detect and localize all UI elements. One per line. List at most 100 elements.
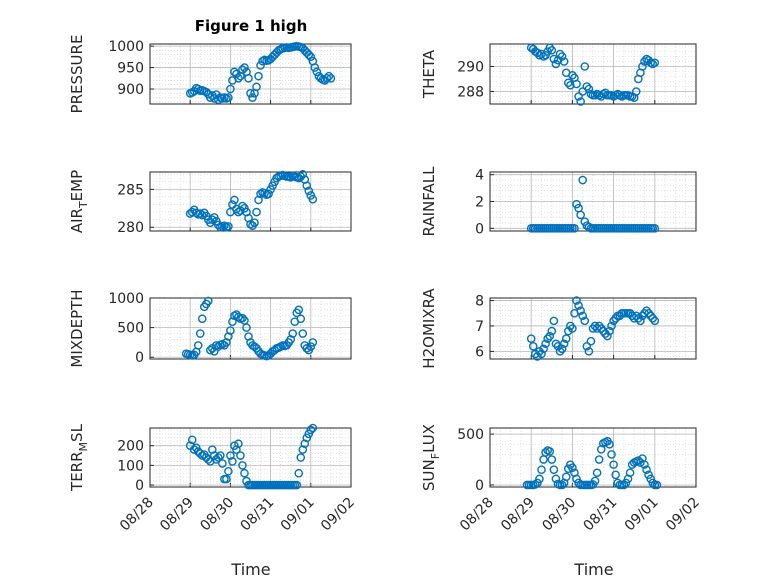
axes-frame: [489, 43, 697, 105]
data-point: [592, 468, 602, 478]
data-point: [650, 58, 660, 68]
data-point: [555, 347, 565, 356]
data-point: [584, 347, 594, 356]
data-point: [640, 57, 649, 66]
data-point: [246, 88, 255, 98]
y-axis-label: PRESSURE: [68, 35, 86, 114]
x-axis-label-left: Time: [230, 560, 270, 579]
axes-frame: [149, 297, 352, 360]
data-point: [551, 474, 561, 484]
axes-frame: [149, 427, 352, 488]
data-point: [238, 313, 247, 323]
y-tick-label: 2: [475, 195, 484, 211]
data-point: [208, 215, 217, 224]
data-point: [578, 311, 588, 321]
y-tick-label: 1000: [108, 291, 144, 307]
data-point: [193, 341, 203, 350]
data-point: [539, 344, 548, 354]
y-tick-label: 7: [475, 319, 484, 335]
y-axis-label: THETA: [420, 49, 438, 99]
data-point: [586, 336, 596, 346]
data-point: [570, 224, 579, 233]
data-point: [533, 48, 542, 58]
data-point: [300, 439, 310, 449]
data-point: [294, 468, 304, 478]
data-point: [561, 334, 571, 343]
data-point: [240, 468, 249, 478]
y-tick-label: 6: [475, 344, 484, 360]
y-tick-label: 280: [117, 220, 144, 236]
data-point: [234, 73, 243, 83]
data-point: [526, 334, 536, 343]
data-point: [636, 316, 645, 326]
data-point: [306, 342, 316, 351]
data-point: [609, 316, 618, 326]
data-point: [607, 321, 616, 331]
data-point: [650, 224, 660, 233]
subplot-7: 08/28 08/29 08/30 08/31 09/01 09/02 0 100 200 TER…: [68, 423, 358, 534]
data-point: [609, 460, 618, 469]
data-point: [222, 474, 231, 484]
data-point: [549, 465, 559, 475]
data-point: [308, 338, 318, 347]
axes-frame: [489, 297, 697, 360]
data-point: [580, 62, 590, 71]
data-point: [294, 305, 304, 315]
data-point: [568, 463, 577, 472]
data-point: [292, 480, 302, 490]
data-point: [555, 49, 565, 59]
data-point: [638, 62, 647, 71]
data-point: [220, 221, 229, 231]
data-point: [535, 474, 544, 484]
data-point: [580, 316, 590, 326]
data-point: [559, 57, 569, 66]
data-point: [296, 314, 306, 324]
data-point: [195, 329, 205, 338]
data-point: [596, 324, 606, 333]
data-point: [605, 439, 614, 449]
data-point: [582, 82, 592, 91]
data-point: [640, 460, 649, 469]
subplot-3: 280 285 AIRTEMP: [68, 170, 352, 236]
data-point: [224, 93, 233, 102]
data-point: [256, 61, 265, 70]
axes-frame: [149, 43, 352, 105]
x-tick-label: 08/28: [457, 495, 497, 535]
data-point: [304, 186, 314, 196]
data-point: [541, 339, 550, 349]
data-point: [549, 54, 559, 64]
data-point: [189, 445, 199, 454]
data-point: [619, 480, 629, 490]
data-point: [599, 326, 608, 336]
axes-frame: [489, 427, 697, 488]
data-point: [216, 451, 225, 460]
x-tick-label: 08/31: [238, 495, 278, 535]
x-tick-label: 09/01: [622, 495, 662, 535]
y-tick-label: 0: [135, 478, 144, 494]
y-tick-label: 0: [475, 478, 484, 494]
y-tick-label: 290: [457, 60, 484, 76]
data-point: [208, 445, 217, 454]
data-point: [578, 175, 588, 185]
data-point: [234, 439, 243, 449]
data-point: [248, 93, 257, 102]
y-axis-label: RAINFALL: [420, 166, 438, 237]
data-point: [576, 306, 585, 316]
data-point: [298, 445, 308, 454]
data-point: [549, 316, 559, 326]
figure-title: Figure 1 high: [195, 17, 308, 35]
data-point: [258, 56, 267, 66]
subplot-4: 0 2 4 RAINFALL: [420, 166, 697, 237]
subplot-6: 6 7 8 H2OMIXRA: [420, 288, 697, 369]
data-point: [648, 314, 658, 323]
data-point: [226, 451, 235, 460]
y-axis-label: H2OMIXRA: [420, 288, 438, 369]
y-tick-label: 200: [117, 439, 144, 455]
data-point: [561, 472, 571, 482]
x-tick-label: 09/01: [278, 495, 318, 535]
data-point: [646, 311, 655, 321]
data-point: [572, 79, 581, 89]
data-point: [326, 73, 336, 83]
data-point: [607, 450, 616, 459]
y-tick-label: 8: [475, 294, 484, 310]
